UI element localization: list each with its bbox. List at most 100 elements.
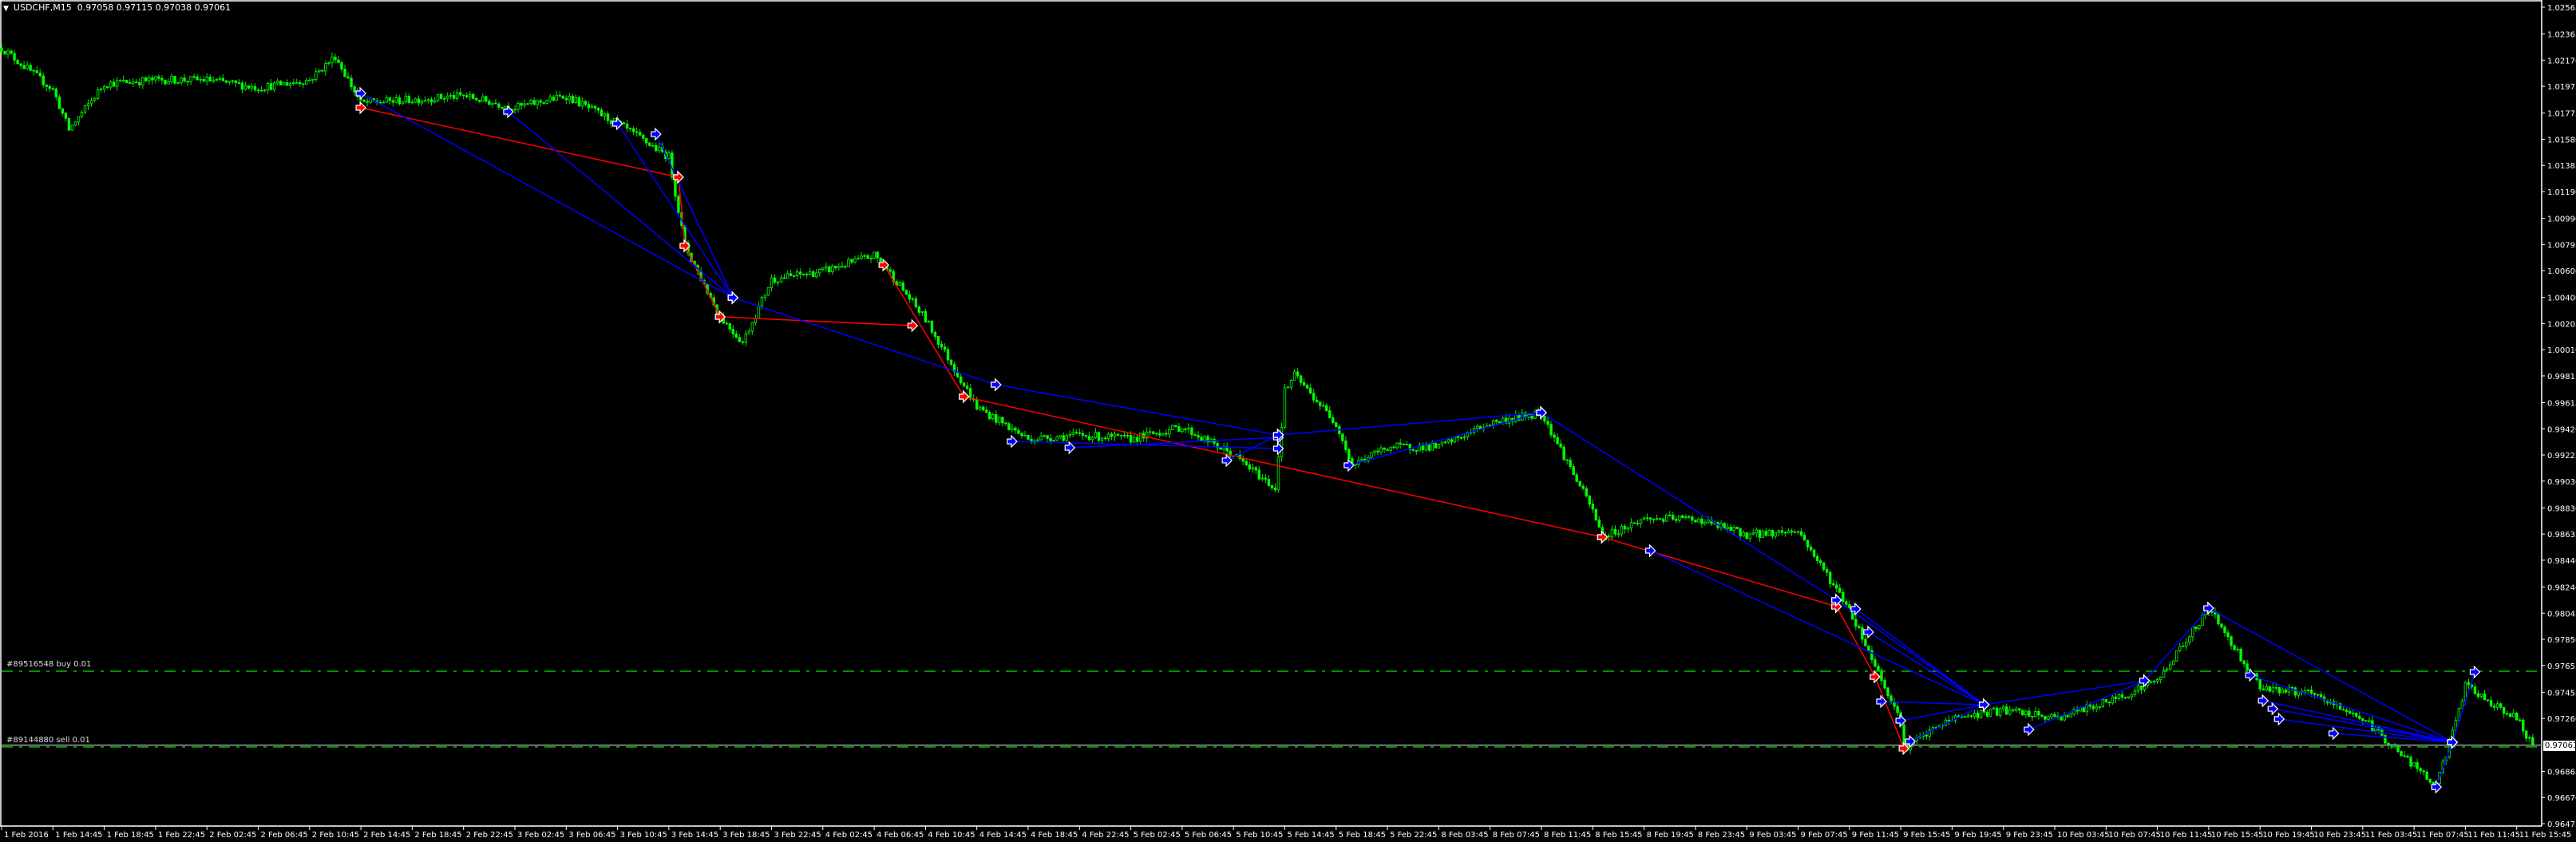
candle-body-bear bbox=[45, 85, 48, 87]
candle-body-bear bbox=[728, 323, 731, 330]
candle-body-bull bbox=[2117, 694, 2121, 699]
candle-body-bear bbox=[337, 59, 340, 64]
candle-body-bear bbox=[2352, 712, 2355, 714]
candle-body-bull bbox=[1742, 532, 1745, 536]
time-tick-label: 5 Feb 10:45 bbox=[1236, 831, 1283, 840]
candle-body-bear bbox=[1135, 437, 1139, 442]
candle-body-bear bbox=[2040, 714, 2044, 717]
candle-body-bear bbox=[628, 128, 632, 129]
candle-body-bear bbox=[888, 269, 892, 272]
candle-body-bull bbox=[1492, 420, 1495, 425]
time-tick-label: 1 Feb 18:45 bbox=[107, 831, 154, 840]
time-tick-label: 2 Feb 14:45 bbox=[363, 831, 410, 840]
buy-open-arrow-icon bbox=[651, 127, 662, 141]
candle-body-bull bbox=[99, 89, 103, 90]
time-tick-label: 10 Feb 03:45 bbox=[2057, 831, 2110, 840]
candle-body-bull bbox=[651, 144, 655, 147]
candle-body-bear bbox=[1257, 469, 1261, 480]
candle-body-bear bbox=[452, 94, 456, 99]
candle-body-bear bbox=[609, 120, 613, 125]
candle-body-bear bbox=[725, 322, 728, 325]
candle-body-bull bbox=[2130, 694, 2134, 698]
candle-body-bear bbox=[968, 388, 972, 400]
buy-trade-line bbox=[2208, 607, 2453, 743]
candle-body-bear bbox=[38, 73, 42, 77]
buy-open-arrow-icon bbox=[1863, 625, 1874, 639]
candle-body-bear bbox=[237, 82, 241, 85]
candle-body-bull bbox=[2171, 660, 2175, 666]
candle-body-bear bbox=[988, 412, 991, 420]
candle-body-bull bbox=[1475, 425, 1479, 429]
candle-body-bull bbox=[1521, 412, 1524, 421]
candle-body-bull bbox=[292, 82, 295, 85]
candle-body-bear bbox=[346, 76, 350, 79]
candle-body-bear bbox=[982, 406, 985, 411]
buy-open-arrow-icon bbox=[1978, 698, 1990, 712]
candle-body-bull bbox=[837, 266, 841, 269]
buy-open-arrow-icon bbox=[1831, 593, 1842, 607]
candle-body-bear bbox=[1200, 437, 1203, 441]
candle-body-bear bbox=[10, 50, 13, 54]
trade-history bbox=[355, 86, 2481, 794]
candle-body-bull bbox=[115, 80, 119, 87]
candle-body-bull bbox=[327, 62, 330, 65]
candle-body-bull bbox=[1203, 436, 1206, 441]
time-tick-label: 8 Feb 23:45 bbox=[1698, 831, 1745, 840]
time-tick-label: 4 Feb 18:45 bbox=[1031, 831, 1078, 840]
order-label-buy[interactable]: #89516548 buy 0.01 bbox=[6, 660, 92, 669]
candle-body-bull bbox=[2306, 690, 2310, 691]
candle-body-bull bbox=[2050, 714, 2053, 717]
time-tick-label: 11 Feb 11:45 bbox=[2467, 831, 2520, 840]
candle-body-bull bbox=[2274, 686, 2277, 689]
candle-body-bear bbox=[1315, 399, 1319, 403]
candle-body-bull bbox=[1181, 429, 1184, 433]
candle-body-bear bbox=[1812, 549, 1816, 557]
candle-body-bear bbox=[1341, 433, 1344, 441]
order-label-sell[interactable]: #89144880 sell 0.01 bbox=[6, 735, 90, 745]
candle-body-bear bbox=[1116, 433, 1120, 436]
candle-body-bull bbox=[70, 125, 74, 131]
candle-body-bull bbox=[513, 109, 516, 111]
candle-body-bear bbox=[1308, 387, 1312, 393]
candle-body-bear bbox=[959, 376, 963, 384]
candle-body-bear bbox=[2425, 771, 2428, 780]
buy-trade-line bbox=[2143, 607, 2210, 682]
triangle-down-icon[interactable]: ▼ bbox=[3, 5, 9, 13]
candle-body-bear bbox=[1864, 638, 1867, 646]
candle-body-bull bbox=[1992, 707, 1996, 710]
buy-open-arrow-icon bbox=[2203, 601, 2214, 615]
candle-body-bull bbox=[1155, 433, 1158, 435]
sell-open-arrow-icon bbox=[355, 101, 366, 115]
candle-body-bear bbox=[1818, 560, 1822, 563]
buy-trade-line bbox=[995, 384, 1279, 436]
candle-body-bear bbox=[302, 83, 305, 85]
candle-body-bull bbox=[1777, 530, 1781, 533]
candle-body-bear bbox=[1347, 449, 1351, 460]
candle-body-bull bbox=[2024, 710, 2028, 715]
candle-body-bull bbox=[860, 255, 863, 259]
candle-body-bull bbox=[266, 83, 270, 91]
candle-body-bear bbox=[439, 93, 443, 99]
candle-body-bear bbox=[1575, 474, 1578, 482]
candle-body-bear bbox=[1165, 433, 1168, 435]
candle-body-bear bbox=[1886, 687, 1889, 697]
candle-body-bear bbox=[2226, 632, 2230, 638]
candle-body-bull bbox=[2185, 642, 2188, 646]
candle-body-bear bbox=[625, 123, 629, 128]
candle-body-bear bbox=[2319, 694, 2323, 698]
candle-body-bull bbox=[760, 297, 764, 306]
buy-close-arrow-icon bbox=[1272, 441, 1284, 456]
candle-body-bull bbox=[1113, 433, 1117, 437]
candle-body-bull bbox=[6, 50, 10, 55]
candle-body-bull bbox=[2001, 706, 2005, 710]
candle-body-bull bbox=[1966, 715, 1970, 717]
candle-body-bear bbox=[1985, 711, 1989, 717]
sell-open-arrow-icon bbox=[959, 389, 970, 404]
buy-open-arrow-icon bbox=[991, 378, 1002, 392]
candle-body-bear bbox=[1806, 540, 1810, 547]
candle-body-bear bbox=[462, 94, 465, 97]
candle-body-bear bbox=[1870, 650, 1874, 661]
